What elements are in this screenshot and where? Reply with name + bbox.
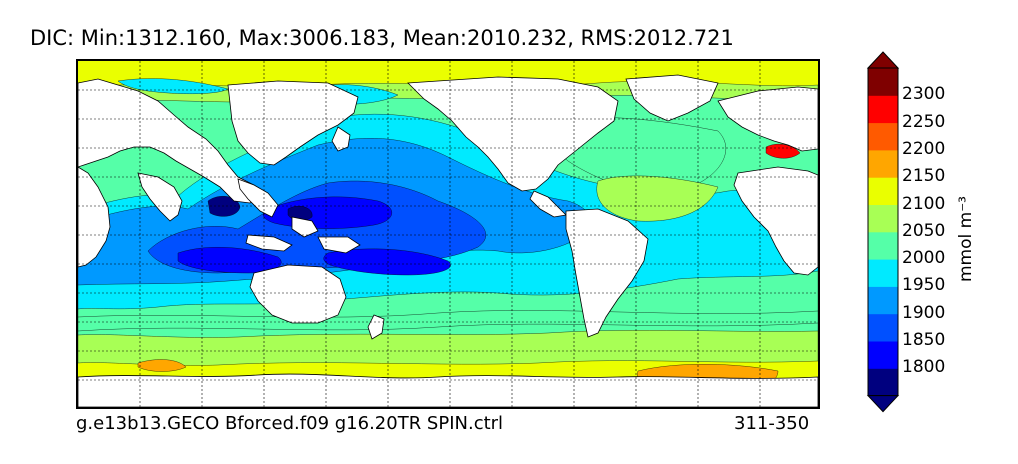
land-east-asia — [227, 80, 359, 166]
colorbar-cell — [868, 286, 898, 315]
colorbar-tick-label: 2250 — [902, 111, 946, 132]
colorbar-tick-label: 2000 — [902, 248, 946, 269]
land-newguinea — [317, 236, 361, 254]
land-mask — [78, 74, 818, 407]
colorbar-tick-label: 2150 — [902, 166, 946, 187]
colorbar-cell — [868, 149, 898, 178]
colorbar-tick-label: 2300 — [902, 84, 946, 105]
land-indochina — [237, 178, 279, 218]
colorbar-tick-label: 1800 — [902, 357, 946, 378]
land-japan — [331, 126, 351, 152]
colorbar-cell — [868, 313, 898, 342]
colorbar-cell — [868, 341, 898, 369]
colorbar-cell — [868, 68, 898, 96]
land-africa-west — [733, 166, 818, 276]
colorbar-cell — [868, 259, 898, 287]
colorbar-cell — [868, 368, 898, 397]
colorbar-extend-max — [866, 51, 900, 69]
land-india — [137, 172, 183, 222]
colorbar-tick-label: 2050 — [902, 220, 946, 241]
colorbar-cell — [868, 177, 898, 205]
land-central-america — [529, 190, 567, 218]
map-svg — [78, 61, 818, 407]
land-africa-east — [78, 166, 111, 268]
colorbar-cell — [868, 231, 898, 260]
colorbar-cell — [868, 122, 898, 151]
colorbar-unit-label: mmol m⁻³ — [956, 196, 976, 282]
colorbar-extend-min — [866, 395, 900, 413]
land-australia — [249, 264, 347, 324]
land-eurasia-west — [78, 78, 263, 204]
map-title: DIC: Min:1312.160, Max:3006.183, Mean:20… — [30, 26, 734, 50]
map-panel — [76, 59, 820, 409]
colorbar-cell — [868, 95, 898, 124]
colorbar-tick-label: 1900 — [902, 302, 946, 323]
colorbar-cell — [868, 204, 898, 233]
graticule — [78, 61, 818, 407]
land-borneo — [291, 216, 319, 238]
land-antarctica — [78, 373, 818, 407]
case-name-label: g.e13b13.GECO Bforced.f09 g16.20TR SPIN.… — [76, 413, 504, 434]
band-1850 — [177, 247, 282, 274]
land-newzealand — [367, 314, 385, 340]
years-label: 311-350 — [734, 413, 810, 434]
band-2000-north — [117, 78, 229, 95]
land-greenland — [625, 74, 719, 122]
colorbar — [866, 51, 900, 413]
land-north-america — [407, 76, 619, 192]
dic-field — [78, 61, 818, 407]
band-2250 — [765, 143, 801, 159]
land-sumatra-java — [245, 234, 293, 252]
colorbar-tick-label: 1850 — [902, 330, 946, 350]
band-2200 — [137, 359, 187, 372]
band-1850 — [323, 248, 451, 276]
colorbar-tick-label: 2200 — [902, 138, 946, 159]
band-2100-atlantic — [596, 175, 719, 222]
colorbar-tick-label: 1950 — [902, 275, 946, 296]
colorbar-tick-label: 2100 — [902, 193, 946, 214]
